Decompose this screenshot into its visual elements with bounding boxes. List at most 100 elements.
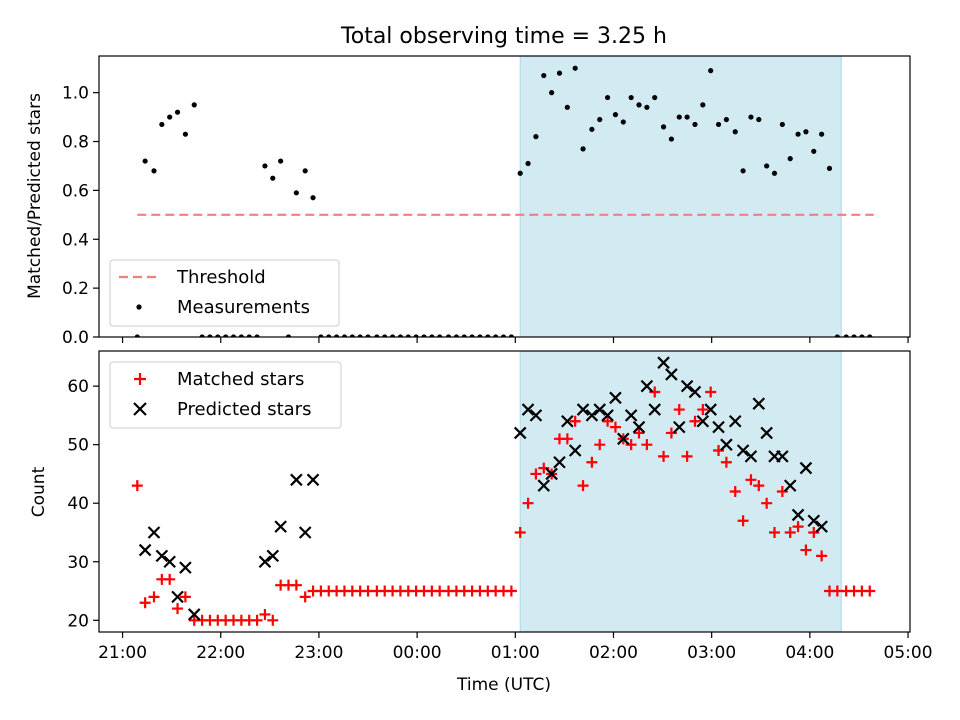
data-point (469, 334, 475, 337)
data-point (341, 334, 348, 337)
data-point (700, 102, 706, 108)
predicted-point (665, 368, 678, 381)
x-axis-label: Time (UTC) (456, 675, 551, 695)
shaded-region (520, 56, 842, 337)
top-y-axis-label: Matched/Predicted stars (25, 93, 45, 299)
predicted-point (696, 414, 710, 428)
predicted-point (688, 385, 702, 399)
predicted-point (657, 356, 670, 369)
data-point (803, 129, 809, 135)
data-point (525, 160, 531, 167)
data-point (230, 334, 237, 337)
shaded-region (520, 351, 842, 632)
data-point (493, 334, 499, 337)
data-point (795, 131, 801, 137)
data-point (365, 334, 371, 337)
data-point (262, 163, 268, 169)
data-point (564, 104, 570, 110)
data-point (834, 334, 840, 337)
data-point (572, 65, 578, 71)
data-point (556, 70, 563, 76)
data-point (708, 68, 714, 74)
matched-point (148, 591, 160, 603)
data-point (508, 334, 514, 337)
data-point (278, 158, 284, 164)
data-point (851, 334, 857, 337)
series-0 (134, 65, 873, 337)
axes-frame (98, 55, 911, 338)
legend-measurements-label: Measurements (177, 297, 310, 318)
legend-predicted-swatch (133, 402, 147, 416)
data-point (445, 334, 452, 337)
data-point (597, 116, 603, 123)
data-point (668, 136, 675, 142)
data-point (357, 334, 363, 337)
data-point (541, 72, 547, 79)
data-point (215, 334, 221, 337)
matched-point (505, 585, 517, 597)
data-point (819, 131, 825, 137)
matched-point (577, 480, 589, 492)
data-point (159, 121, 165, 128)
predicted-point (736, 444, 750, 457)
data-point (254, 334, 260, 337)
data-point (167, 114, 173, 120)
matched-point (139, 597, 151, 609)
data-point (349, 334, 355, 337)
data-point (174, 109, 181, 115)
data-point (652, 94, 658, 101)
matched-point (538, 462, 550, 474)
matched-point (665, 427, 677, 439)
data-point (191, 102, 197, 108)
predicted-point (648, 403, 661, 416)
matched-point (290, 579, 302, 591)
matched-point (530, 468, 542, 480)
predicted-point (266, 549, 280, 563)
predicted-point (752, 397, 766, 410)
matched-point (522, 497, 534, 509)
matched-point (179, 591, 191, 603)
predicted-point (147, 526, 161, 539)
matched-point (784, 526, 796, 538)
legend-matched-label: Matched stars (177, 369, 304, 390)
predicted-point (601, 409, 614, 422)
data-point (374, 334, 380, 337)
data-point (318, 334, 324, 337)
matched-point (131, 480, 143, 492)
legend-box (109, 361, 342, 429)
matched-point (753, 480, 765, 492)
data-point (867, 334, 873, 337)
data-point (771, 170, 778, 176)
predicted-point (274, 520, 287, 533)
data-point (405, 334, 411, 337)
x-tick-label: 03:00 (687, 643, 736, 663)
matched-point (697, 404, 709, 416)
y-tick-label: 60 (67, 377, 89, 397)
predicted-point (179, 561, 192, 574)
data-point (199, 334, 205, 337)
data-point (310, 195, 316, 201)
predicted-point (728, 414, 742, 428)
predicted-point (680, 379, 694, 393)
matched-point (514, 526, 526, 538)
data-point (715, 121, 722, 128)
predicted-point (155, 549, 169, 563)
data-point (517, 170, 523, 176)
predicted-point (776, 450, 789, 463)
predicted-point (617, 432, 630, 446)
data-point (843, 334, 849, 337)
matched-point (299, 591, 311, 603)
plot-area (131, 356, 876, 626)
data-point (397, 334, 404, 337)
data-point (612, 112, 619, 118)
x-tick-label: 23:00 (294, 643, 343, 663)
predicted-point (815, 520, 828, 533)
matched-point (641, 439, 653, 451)
data-point (533, 134, 539, 140)
data-point (748, 114, 754, 120)
predicted-point (632, 420, 646, 434)
matched-point (745, 474, 757, 486)
predicted-point (529, 409, 543, 422)
data-point (756, 116, 762, 123)
matched-point (259, 608, 271, 620)
